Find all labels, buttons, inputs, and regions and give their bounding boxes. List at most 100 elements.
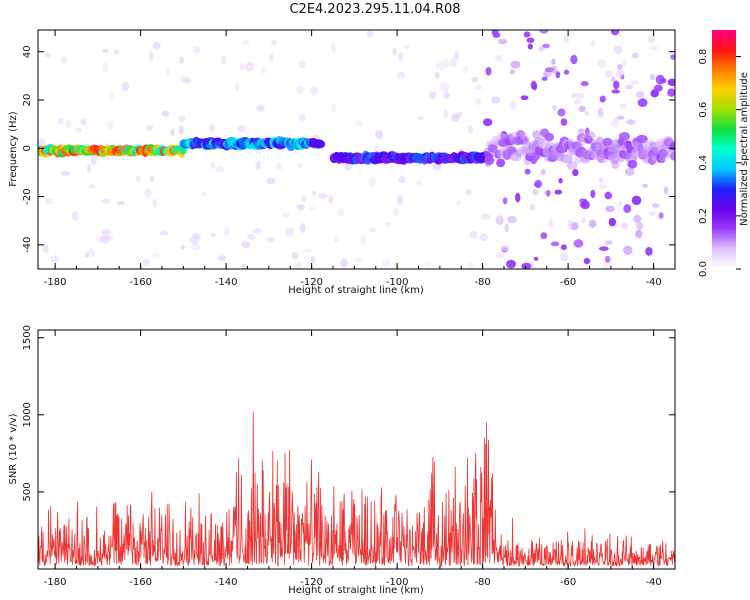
heatmap-cell	[630, 79, 639, 85]
heatmap-cell	[578, 105, 586, 113]
heatmap-cell	[116, 201, 125, 206]
heatmap-cell	[42, 244, 50, 253]
heatmap-cell	[398, 51, 404, 62]
heatmap-cell	[623, 245, 633, 256]
heatmap-cell	[161, 110, 169, 117]
heatmap-cell	[355, 120, 363, 127]
heatmap-cell	[121, 81, 130, 92]
heatmap-cell	[573, 99, 582, 104]
heatmap-frame	[37, 29, 676, 270]
heatmap-cell	[38, 138, 46, 147]
heatmap-cell	[605, 240, 613, 245]
heatmap-cell	[504, 223, 510, 233]
heatmap-x-ticks: -180 -160 -140 -120 -100 -80 -60 -40	[44, 30, 676, 288]
heatmap-x-label: Height of straight line (km)	[288, 285, 424, 296]
heatmap-cell	[534, 179, 543, 189]
colorbar-tick-label: 0.2	[698, 208, 709, 224]
y-tick-label: 40	[22, 45, 33, 58]
heatmap-cell	[142, 259, 151, 266]
heatmap-cell	[577, 128, 585, 135]
heatmap-cell	[360, 235, 366, 245]
heatmap-cell	[101, 62, 109, 72]
heatmap-cell	[218, 255, 227, 262]
heatmap-cell	[465, 189, 472, 196]
heatmap-cell	[368, 227, 377, 232]
heatmap-cell	[242, 39, 250, 45]
y-tick-label: -40	[22, 237, 33, 253]
heatmap-cell	[651, 203, 660, 208]
heatmap-cell	[618, 131, 631, 141]
heatmap-cell	[298, 60, 307, 69]
heatmap-cell	[626, 119, 636, 125]
heatmap-cell	[550, 65, 558, 74]
x-tick-label: -60	[560, 577, 576, 588]
x-tick-label: -100	[386, 277, 409, 288]
heatmap-cell	[467, 125, 473, 134]
y-tick-label: -20	[22, 188, 33, 204]
heatmap-cell	[563, 69, 570, 75]
snr-x-label: Height of straight line (km)	[288, 585, 424, 596]
heatmap-cell	[649, 73, 655, 81]
x-tick-label: -60	[560, 277, 576, 288]
heatmap-cell	[495, 252, 505, 259]
heatmap-cell	[627, 159, 638, 169]
heatmap-cell	[539, 30, 549, 34]
heatmap-cell	[178, 125, 185, 135]
heatmap-cell	[382, 258, 391, 268]
heatmap-cell	[483, 118, 493, 127]
heatmap-cell	[469, 230, 478, 239]
heatmap-cell	[107, 91, 115, 101]
heatmap-cell	[159, 230, 169, 236]
heatmap-cell	[266, 177, 276, 185]
heatmap-cell	[599, 183, 607, 190]
y-tick-label: 20	[22, 94, 33, 107]
heatmap-cell	[490, 96, 501, 104]
heatmap-cell	[523, 31, 531, 38]
y-tick-label: 1000	[22, 402, 33, 427]
heatmap-cell	[302, 248, 313, 253]
heatmap-cell	[136, 175, 141, 183]
x-tick-label: -180	[44, 277, 67, 288]
heatmap-cell	[209, 124, 215, 132]
heatmap-cell	[570, 54, 578, 65]
heatmap-cell	[75, 128, 82, 133]
heatmap-marks	[38, 30, 675, 269]
heatmap-cell	[500, 244, 511, 252]
heatmap-cell	[590, 189, 596, 199]
heatmap-cell	[210, 161, 216, 170]
heatmap-cell	[653, 84, 663, 92]
heatmap-cell	[210, 232, 216, 237]
heatmap-cell	[311, 190, 317, 196]
heatmap-cell	[442, 92, 450, 100]
heatmap-cell	[294, 262, 303, 269]
heatmap-cell	[602, 262, 610, 269]
heatmap-cell	[152, 198, 158, 209]
y-tick-label: 500	[22, 482, 33, 501]
heatmap-cell	[599, 95, 606, 103]
heatmap-cell	[442, 59, 451, 68]
snr-y-label: SNR (10 * v/v)	[8, 413, 19, 484]
y-tick-label: 0	[22, 145, 33, 151]
heatmap-cell	[506, 259, 517, 269]
heatmap-cell	[179, 75, 189, 81]
x-tick-label: -120	[300, 577, 323, 588]
heatmap-cell	[532, 189, 539, 196]
heatmap-cell	[507, 215, 517, 224]
heatmap-cell	[583, 257, 591, 265]
heatmap-cell	[567, 219, 574, 230]
heatmap-cell	[550, 241, 560, 247]
colorbar-tick-label: 0.0	[698, 261, 709, 277]
heatmap-cell	[271, 40, 278, 45]
heatmap-cell	[571, 92, 577, 99]
heatmap-cell	[308, 206, 317, 211]
heatmap-cell	[613, 80, 620, 90]
heatmap-cell	[65, 118, 72, 129]
heatmap-cell	[239, 63, 245, 71]
heatmap-cell	[613, 117, 620, 122]
heatmap-cell	[328, 195, 333, 204]
heatmap-cell	[524, 168, 531, 175]
x-tick-label: -180	[44, 577, 67, 588]
heatmap-cell	[474, 84, 483, 90]
x-tick-label: -40	[645, 577, 661, 588]
y-tick-label: 1500	[22, 325, 33, 350]
